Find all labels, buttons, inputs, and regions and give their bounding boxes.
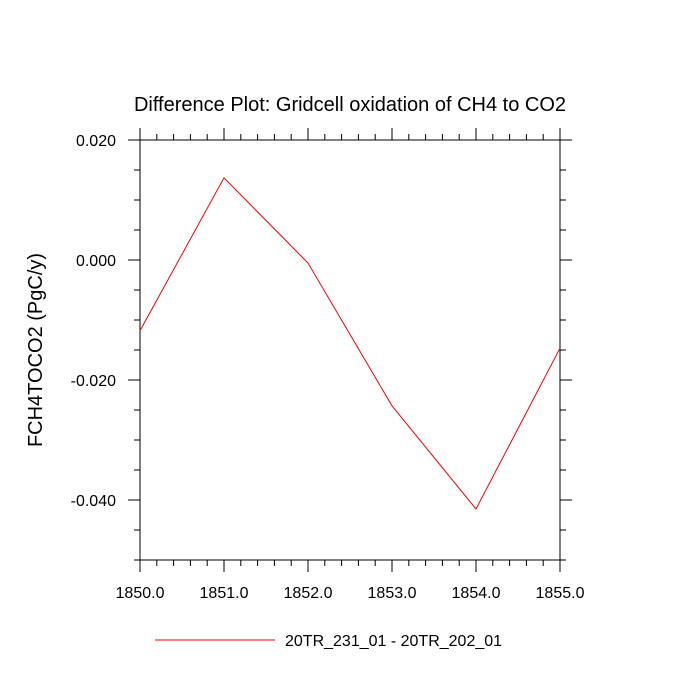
chart-title: Difference Plot: Gridcell oxidation of C… xyxy=(134,94,566,116)
y-tick-label: 0.000 xyxy=(76,253,116,270)
x-tick-label: 1851.0 xyxy=(200,585,249,602)
y-axis-label: FCH4TOCO2 (PgC/y) xyxy=(25,253,47,447)
legend-label: 20TR_231_01 - 20TR_202_01 xyxy=(285,633,502,650)
series-lines xyxy=(139,176,561,510)
x-tick-label: 1854.0 xyxy=(452,585,501,602)
y-axis-ticks: 0.020 0.000 -0.020 -0.040 xyxy=(71,133,572,561)
y-tick-label: 0.020 xyxy=(76,133,116,150)
x-tick-label: 1855.0 xyxy=(536,585,585,602)
x-axis-ticks: 1850.0 1851.0 1852.0 1853.0 1854.0 1855.0 xyxy=(116,128,585,602)
x-tick-label: 1852.0 xyxy=(284,585,333,602)
y-tick-label: -0.040 xyxy=(71,493,116,510)
plot-border xyxy=(139,139,561,561)
series-line xyxy=(139,176,561,510)
y-tick-label: -0.020 xyxy=(71,373,116,390)
legend: 20TR_231_01 - 20TR_202_01 xyxy=(155,633,502,650)
x-tick-label: 1853.0 xyxy=(368,585,417,602)
x-tick-label: 1850.0 xyxy=(116,585,165,602)
plot-frame xyxy=(139,139,561,561)
